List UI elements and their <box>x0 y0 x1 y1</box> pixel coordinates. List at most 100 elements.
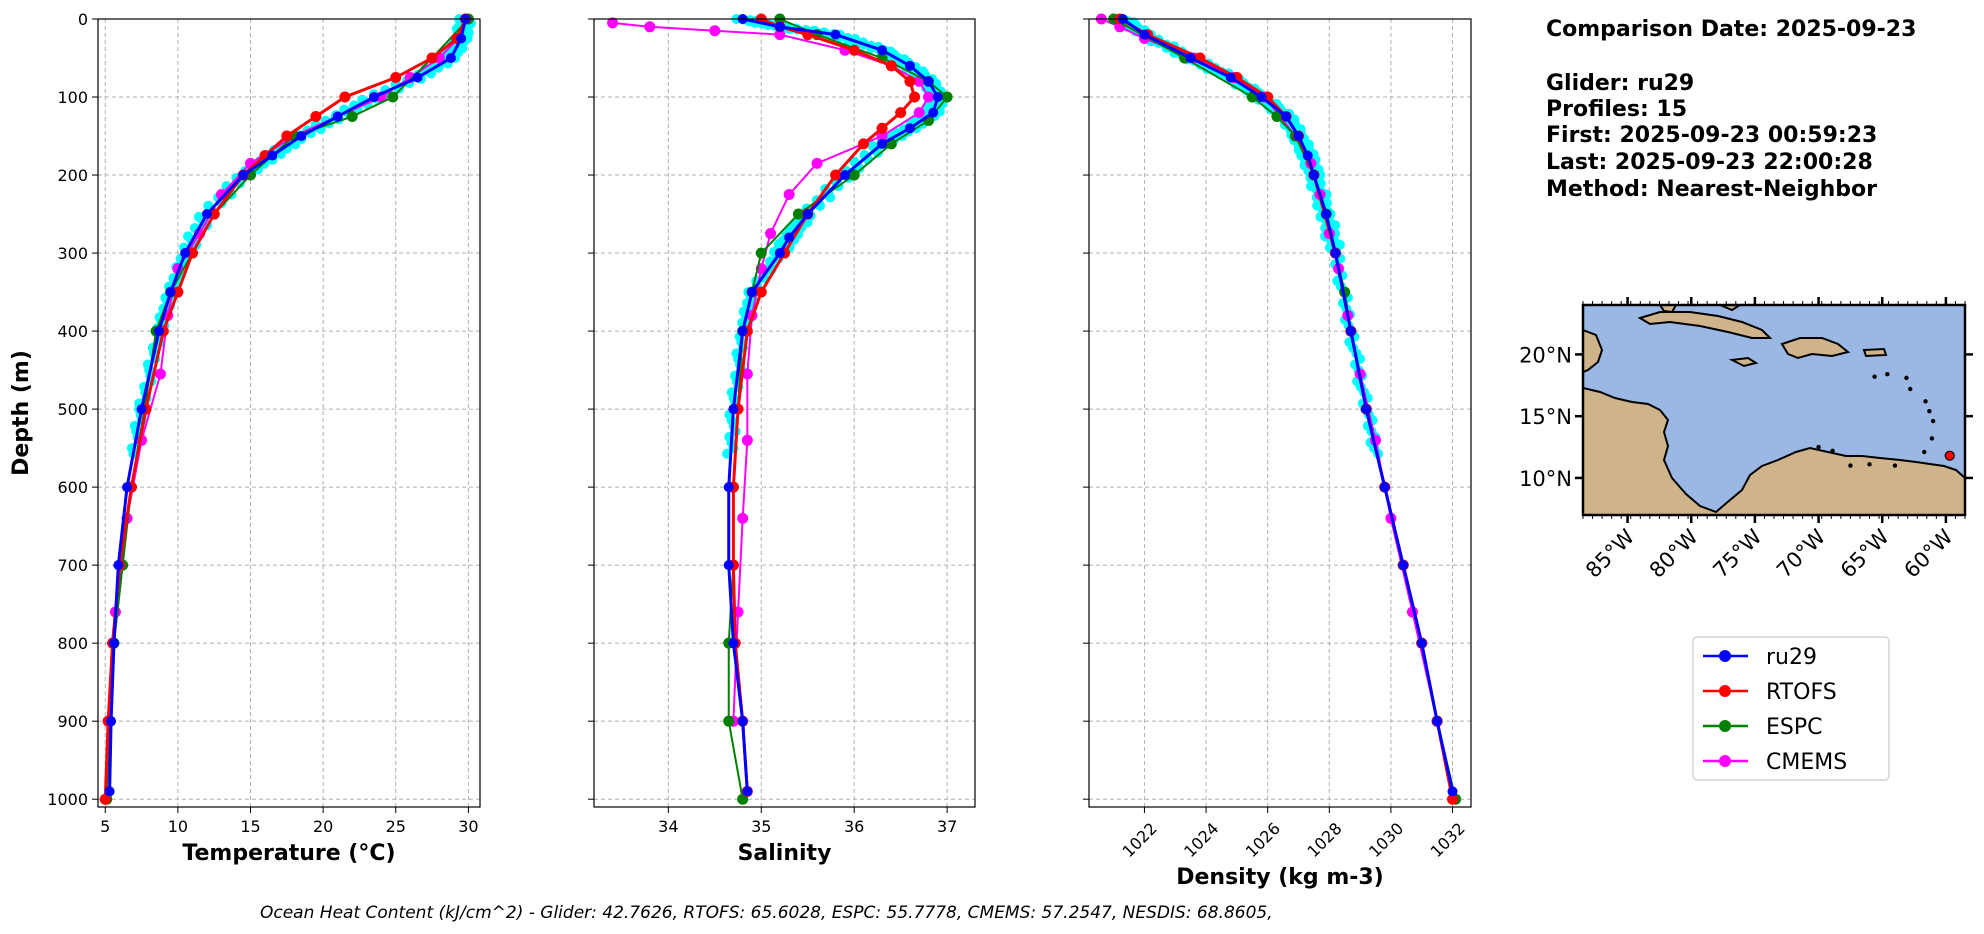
y-tick-label: 1000 <box>47 790 88 809</box>
series-point-ru29 <box>296 131 307 142</box>
series-point-ru29 <box>904 123 915 134</box>
land-shape <box>1583 328 1604 374</box>
panel-frame <box>97 18 481 808</box>
series-point-ru29 <box>774 248 785 259</box>
series-line-ru29 <box>727 17 940 792</box>
land-shape <box>1583 386 1965 515</box>
series-point-ru29 <box>928 107 939 118</box>
series-point-ru29 <box>1139 29 1150 40</box>
series-point-ru29 <box>728 404 739 415</box>
glider-position-marker <box>1944 450 1955 461</box>
island-dot <box>1892 463 1898 468</box>
series-point-ru29 <box>904 60 915 71</box>
legend: ru29 RTOFS ESPC CMEMS <box>1692 636 1890 781</box>
series-point-rtofs <box>1447 793 1459 805</box>
series-point-ru29 <box>839 170 850 181</box>
info-block: Comparison Date: 2025-09-23 Glider: ru29… <box>1546 17 1916 202</box>
x-axis-label: Salinity <box>738 841 832 866</box>
series-point-ru29 <box>830 29 841 40</box>
x-tick-label: 5 <box>100 817 110 836</box>
series-point-ru29 <box>1361 404 1372 415</box>
x-tick-label: 25 <box>386 817 406 836</box>
series-point-rtofs <box>876 122 888 134</box>
island-dot <box>1867 462 1872 467</box>
island-dot <box>1927 409 1932 414</box>
series-point-cmems <box>923 91 935 103</box>
series-point-cmems <box>741 368 753 380</box>
legend-label-rtofs: RTOFS <box>1766 680 1837 705</box>
series-point-ru29 <box>412 72 423 83</box>
x-tick-label: 30 <box>458 817 478 836</box>
series-point-ru29 <box>932 92 943 103</box>
land-shape <box>1780 337 1851 360</box>
x-tick-label: 15 <box>240 817 260 836</box>
last-profile-time: Last: 2025-09-23 22:00:28 <box>1546 150 1873 175</box>
map-lat-label: 20°N <box>1519 343 1572 367</box>
series-point-ru29 <box>802 209 813 220</box>
series-point-ru29 <box>1185 53 1196 64</box>
series-point-ru29 <box>122 482 133 493</box>
series-point-ru29 <box>113 560 124 571</box>
series-line-cmems <box>1100 18 1439 722</box>
series-point-ru29 <box>746 287 757 298</box>
series-point-rtofs <box>885 60 897 72</box>
series-point-ru29 <box>1330 248 1341 259</box>
series-point-rtofs <box>281 130 293 142</box>
panel-2: 34 35 36 37 Salinity <box>588 13 976 866</box>
y-tick-label: 900 <box>57 712 88 731</box>
glider-raw-cloud <box>1111 14 1384 459</box>
x-tick-label: 1026 <box>1242 819 1284 861</box>
series-point-ru29 <box>737 326 748 337</box>
series-point-cmems <box>811 157 823 169</box>
series-point-ru29 <box>877 45 888 56</box>
map-lon-label: 80°W <box>1645 524 1703 582</box>
series-line-ru29 <box>1122 17 1454 792</box>
glider-raw-cloud <box>126 14 476 459</box>
series-point-ru29 <box>1432 716 1443 727</box>
series-point-ru29 <box>165 287 176 298</box>
series-point-ru29 <box>445 53 456 64</box>
series-point-rtofs <box>904 75 916 87</box>
series-point-espc <box>941 91 953 103</box>
series-point-espc <box>723 715 735 727</box>
island-dot <box>1922 449 1927 455</box>
series-point-ru29 <box>106 716 117 727</box>
series-point-ru29 <box>180 248 191 259</box>
island-dot <box>1816 444 1821 450</box>
legend-marker-espc <box>1719 720 1731 732</box>
series-point-ru29 <box>1416 638 1427 649</box>
interpolation-method: Method: Nearest-Neighbor <box>1546 177 1877 202</box>
island-dot <box>1885 371 1890 377</box>
legend-label-espc: ESPC <box>1766 715 1823 740</box>
x-tick-label: 20 <box>313 817 333 836</box>
island-dot <box>1930 418 1936 424</box>
island-dot <box>1908 386 1913 392</box>
comparison-date: Comparison Date: 2025-09-23 <box>1546 17 1916 42</box>
land-shape <box>1637 311 1773 339</box>
series-point-ru29 <box>742 786 753 797</box>
series-point-rtofs <box>172 286 184 298</box>
ocean-heat-content-footer: Ocean Heat Content (kJ/cm^2) - Glider: 4… <box>260 903 1273 923</box>
legend-frame <box>1692 636 1890 781</box>
series-point-cmems <box>154 368 166 380</box>
series-point-cmems <box>737 512 749 524</box>
series-point-cmems <box>644 21 656 33</box>
series-point-ru29 <box>784 232 795 243</box>
series-point-ru29 <box>1293 131 1304 142</box>
island-dot <box>1872 374 1877 379</box>
map-lat-label: 15°N <box>1519 405 1572 429</box>
series-point-rtofs <box>848 44 860 56</box>
series-point-ru29 <box>456 33 467 44</box>
y-tick-label: 700 <box>57 556 88 575</box>
x-tick-label: 36 <box>844 817 864 836</box>
land-shape <box>1728 356 1759 368</box>
y-axis-label: Depth (m) <box>9 350 34 476</box>
series-point-rtofs <box>339 91 351 103</box>
series-point-ru29 <box>1256 92 1267 103</box>
series-point-ru29 <box>238 170 249 181</box>
series-point-rtofs <box>755 286 767 298</box>
island-dot <box>1904 375 1909 381</box>
series-point-rtofs <box>186 247 198 259</box>
series-point-ru29 <box>104 786 115 797</box>
series-point-ru29 <box>108 638 119 649</box>
